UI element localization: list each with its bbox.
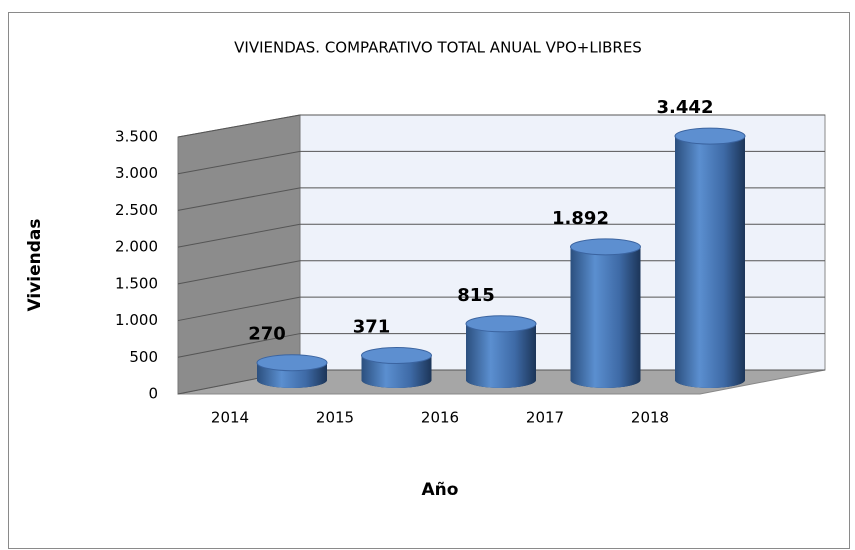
y-tick-label: 1.000 [115, 311, 158, 329]
bar [466, 323, 536, 380]
value-label: 3.442 [657, 97, 714, 118]
bar-bottom [361, 372, 432, 388]
y-tick-label: 1.500 [115, 274, 158, 292]
y-tick-label: 3.000 [115, 164, 158, 182]
grid-line [177, 187, 825, 211]
x-tick-label: 2017 [526, 409, 564, 427]
value-label: 371 [353, 317, 391, 338]
bar-top [674, 127, 746, 145]
value-label: 815 [457, 285, 495, 306]
value-label: 1.892 [552, 208, 609, 229]
side-wall [177, 114, 301, 395]
bar-top [361, 347, 432, 364]
x-axis-label: Año [422, 480, 459, 500]
y-tick-label: 0 [148, 385, 158, 403]
bar-bottom [466, 372, 536, 388]
y-axis-label: Viviendas [25, 219, 45, 312]
grid-line [177, 150, 825, 175]
chart-title: VIVIENDAS. COMPARATIVO TOTAL ANUAL VPO+L… [234, 39, 642, 57]
grid-line [177, 114, 825, 138]
bar-bottom [570, 372, 641, 388]
y-tick-label: 3.500 [115, 128, 158, 146]
y-tick-label: 500 [129, 348, 158, 366]
grid-line [177, 223, 825, 248]
grid-line [177, 333, 825, 358]
bar [675, 136, 745, 380]
bar-top [465, 315, 537, 333]
x-tick-label: 2015 [316, 409, 354, 427]
x-tick-label: 2016 [421, 409, 459, 427]
grid-line [177, 260, 825, 285]
x-tick-label: 2018 [631, 409, 669, 427]
y-tick-label: 2.000 [115, 238, 158, 256]
x-tick-label: 2014 [211, 409, 249, 427]
value-label: 270 [248, 324, 286, 345]
grid-line [177, 296, 825, 322]
bar [570, 246, 641, 380]
bar-bottom [257, 372, 327, 388]
bar-top [570, 238, 641, 256]
y-tick-label: 2.500 [115, 201, 158, 219]
bar-top [256, 354, 328, 372]
bar-bottom [675, 372, 745, 388]
